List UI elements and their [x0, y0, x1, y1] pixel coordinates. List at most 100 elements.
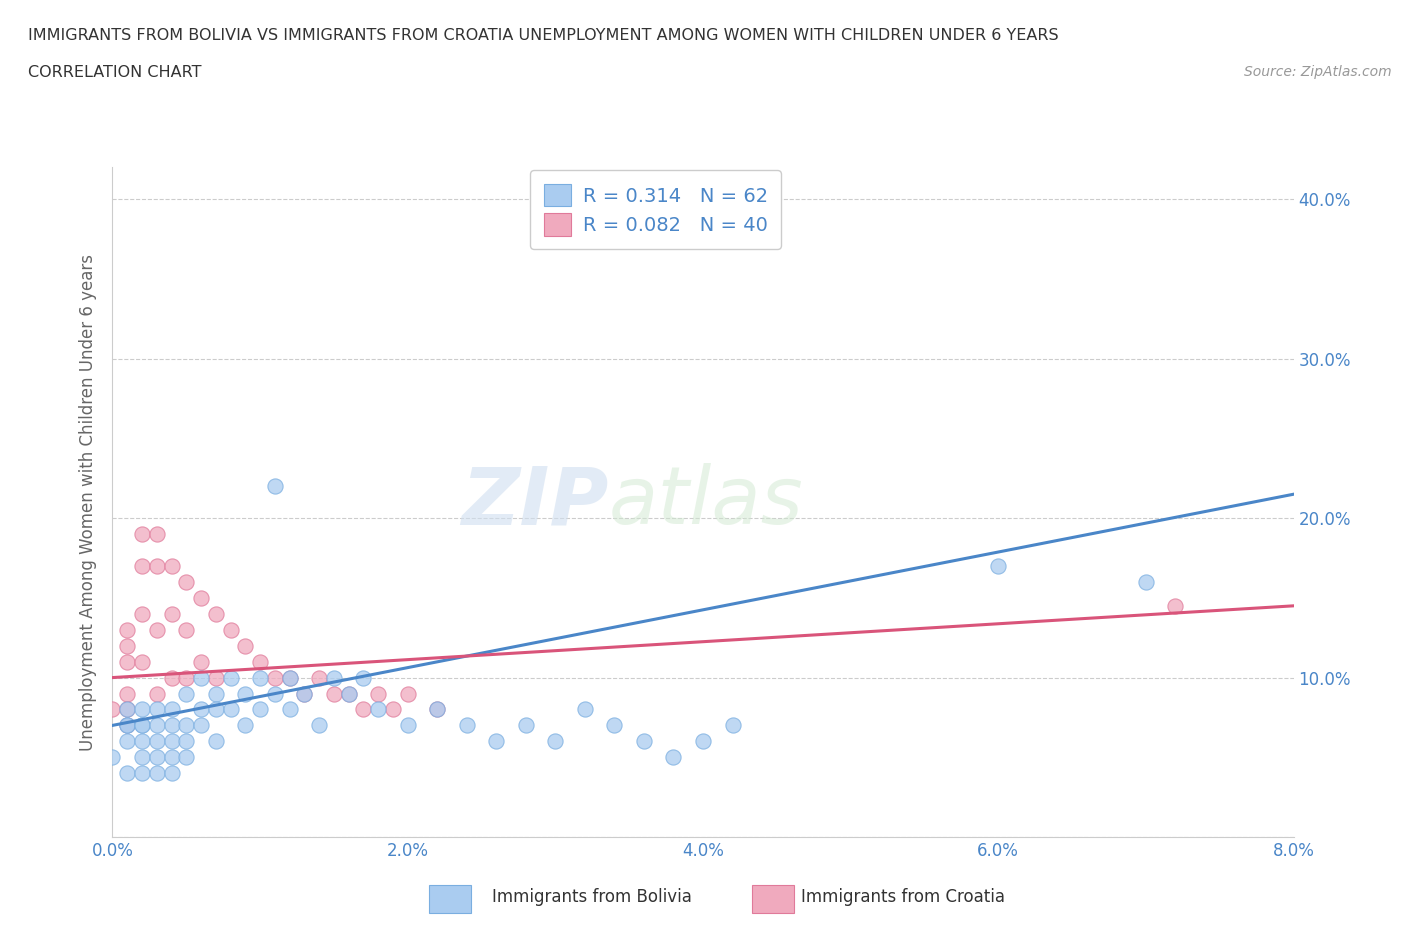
Point — [131, 765, 153, 780]
Point — [233, 686, 256, 701]
Point — [456, 718, 478, 733]
Point — [146, 686, 169, 701]
Point — [146, 702, 169, 717]
Point — [426, 702, 449, 717]
Point — [117, 718, 138, 733]
Point — [323, 671, 346, 685]
Point — [544, 734, 567, 749]
Point — [131, 654, 153, 669]
Point — [219, 702, 242, 717]
Text: CORRELATION CHART: CORRELATION CHART — [28, 65, 201, 80]
Point — [146, 622, 169, 637]
Point — [337, 686, 360, 701]
Point — [131, 559, 153, 574]
Point — [233, 638, 256, 653]
Point — [249, 702, 271, 717]
Point — [174, 622, 197, 637]
Point — [382, 702, 405, 717]
Text: atlas: atlas — [609, 463, 803, 541]
Point — [633, 734, 655, 749]
Point — [323, 686, 346, 701]
Point — [264, 686, 287, 701]
Point — [662, 750, 685, 764]
Point — [160, 765, 183, 780]
Text: IMMIGRANTS FROM BOLIVIA VS IMMIGRANTS FROM CROATIA UNEMPLOYMENT AMONG WOMEN WITH: IMMIGRANTS FROM BOLIVIA VS IMMIGRANTS FR… — [28, 28, 1059, 43]
Point — [117, 638, 138, 653]
Point — [249, 671, 271, 685]
Point — [396, 718, 419, 733]
Point — [117, 718, 138, 733]
Point — [174, 671, 197, 685]
Point — [131, 718, 153, 733]
Point — [131, 718, 153, 733]
Point — [515, 718, 537, 733]
Point — [367, 686, 389, 701]
Point — [205, 734, 228, 749]
Point — [987, 559, 1010, 574]
Point — [205, 606, 228, 621]
Y-axis label: Unemployment Among Women with Children Under 6 years: Unemployment Among Women with Children U… — [79, 254, 97, 751]
Point — [278, 702, 301, 717]
Point — [264, 479, 287, 494]
Point — [233, 718, 256, 733]
Point — [160, 702, 183, 717]
Point — [603, 718, 626, 733]
Point — [146, 750, 169, 764]
Legend: R = 0.314   N = 62, R = 0.082   N = 40: R = 0.314 N = 62, R = 0.082 N = 40 — [530, 170, 782, 249]
Point — [1135, 575, 1157, 590]
Point — [190, 591, 212, 605]
Point — [117, 718, 138, 733]
Text: ZIP: ZIP — [461, 463, 609, 541]
Point — [160, 718, 183, 733]
Point — [117, 702, 138, 717]
Point — [131, 526, 153, 541]
Point — [190, 654, 212, 669]
Point — [190, 718, 212, 733]
Text: Immigrants from Bolivia: Immigrants from Bolivia — [492, 888, 692, 907]
Point — [352, 671, 374, 685]
Point — [692, 734, 714, 749]
Point — [337, 686, 360, 701]
Point — [117, 734, 138, 749]
Point — [174, 734, 197, 749]
Point — [160, 734, 183, 749]
Text: Source: ZipAtlas.com: Source: ZipAtlas.com — [1244, 65, 1392, 79]
Point — [117, 702, 138, 717]
Point — [117, 686, 138, 701]
Point — [485, 734, 508, 749]
Point — [219, 622, 242, 637]
Point — [292, 686, 315, 701]
Point — [117, 622, 138, 637]
Point — [205, 686, 228, 701]
Point — [292, 686, 315, 701]
Point — [205, 671, 228, 685]
Point — [131, 734, 153, 749]
Point — [160, 671, 183, 685]
Point — [174, 575, 197, 590]
Point — [117, 654, 138, 669]
Point — [160, 559, 183, 574]
Point — [160, 750, 183, 764]
Point — [264, 671, 287, 685]
Point — [721, 718, 744, 733]
Point — [146, 765, 169, 780]
Point — [249, 654, 271, 669]
Point — [219, 671, 242, 685]
Point — [101, 750, 124, 764]
Point — [352, 702, 374, 717]
Point — [574, 702, 596, 717]
Point — [174, 750, 197, 764]
Point — [278, 671, 301, 685]
Point — [117, 765, 138, 780]
Point — [308, 671, 330, 685]
Point — [190, 702, 212, 717]
Point — [146, 734, 169, 749]
Point — [101, 702, 124, 717]
Point — [426, 702, 449, 717]
Point — [131, 702, 153, 717]
Point — [146, 526, 169, 541]
Text: Immigrants from Croatia: Immigrants from Croatia — [801, 888, 1005, 907]
Point — [367, 702, 389, 717]
Point — [146, 559, 169, 574]
Point — [1164, 598, 1187, 613]
